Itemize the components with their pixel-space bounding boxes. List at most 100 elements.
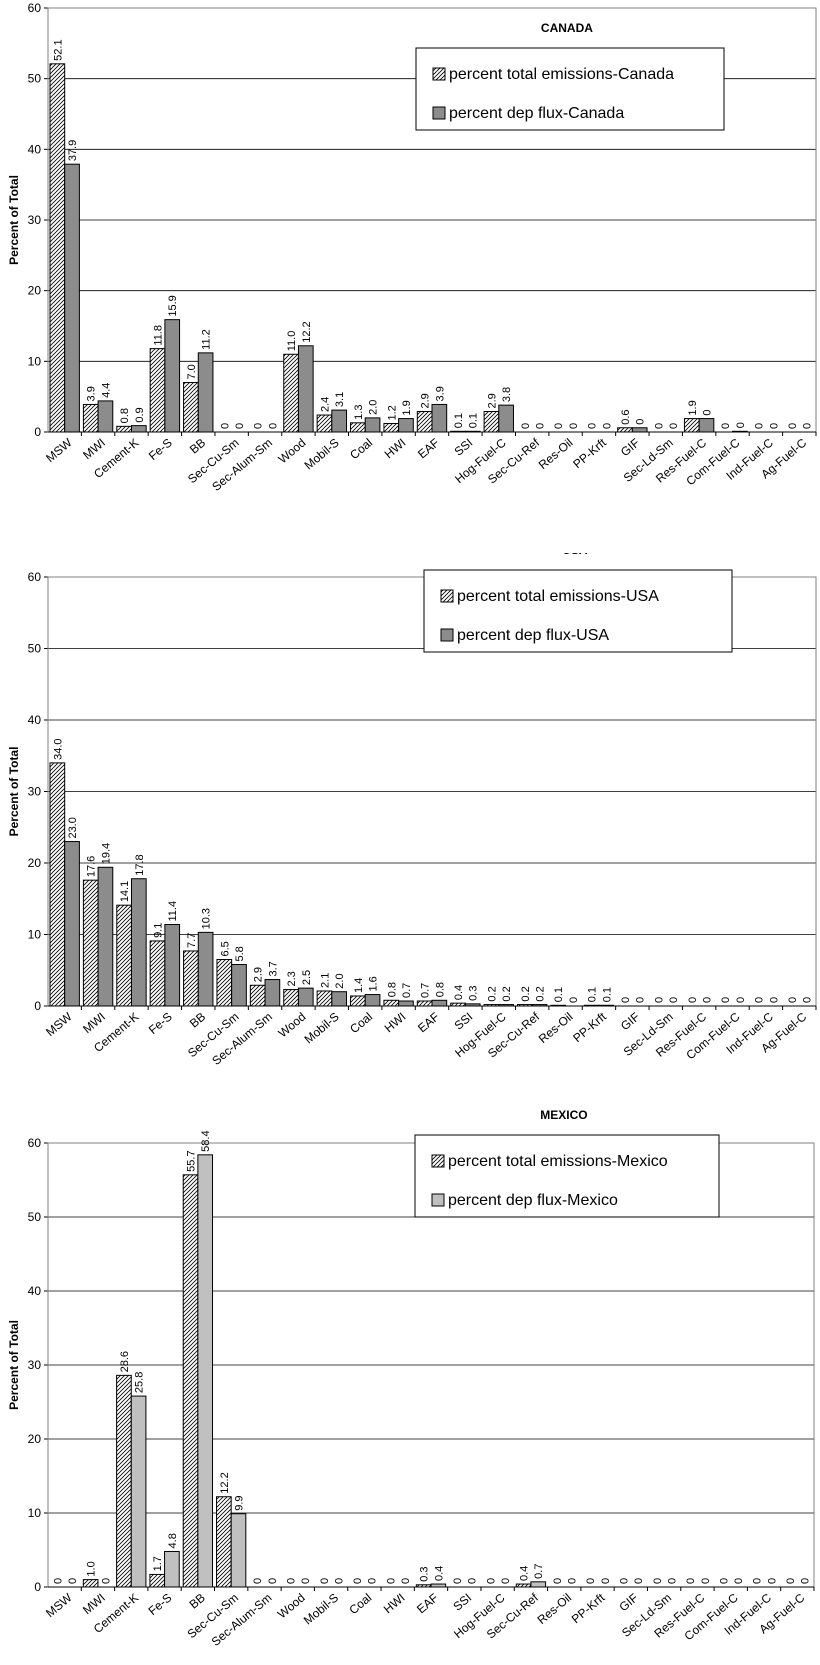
- x-tick-label: GIF: [618, 436, 642, 460]
- bar: [130, 425, 147, 433]
- bar: [617, 427, 633, 433]
- data-label: 0: [635, 419, 647, 425]
- legend-label: percent dep flux-USA: [457, 627, 609, 644]
- legend-swatch: [432, 67, 446, 81]
- data-label: 2.4: [319, 397, 331, 412]
- bar: [230, 1513, 247, 1588]
- x-tick-label: HWI: [382, 1010, 409, 1036]
- x-tick-label: Fe-S: [146, 1010, 175, 1037]
- y-tick-label: 30: [28, 213, 42, 227]
- legend-swatch: [432, 106, 446, 120]
- x-tick-label: MSW: [43, 1590, 75, 1620]
- bar: [183, 382, 199, 433]
- data-label: 1.9: [687, 400, 699, 415]
- data-label: 0: [234, 423, 246, 429]
- data-label: 0.1: [553, 987, 565, 1002]
- x-tick-label: Res-Oil: [536, 1010, 576, 1046]
- data-label: 0: [553, 423, 565, 429]
- bar: [130, 878, 147, 1007]
- bar: [316, 414, 333, 433]
- y-tick-label: 30: [28, 785, 42, 799]
- bar: [82, 1579, 99, 1588]
- data-label: 1.9: [401, 400, 413, 415]
- bar: [416, 1000, 433, 1007]
- data-label: 0: [285, 1578, 297, 1584]
- data-label: 2.9: [420, 393, 432, 408]
- data-label: 0: [585, 1578, 597, 1584]
- bar: [183, 950, 199, 1007]
- data-label: 0.2: [486, 986, 498, 1001]
- x-tick-label: MWI: [80, 1591, 108, 1618]
- data-label: 0.4: [519, 1566, 531, 1581]
- data-label: 0: [687, 997, 699, 1003]
- data-label: 0: [768, 423, 780, 429]
- x-tick-label: Mobil-S: [302, 1010, 342, 1047]
- x-tick-label: BB: [187, 1010, 208, 1031]
- y-tick-label: 40: [28, 142, 42, 156]
- bar: [364, 994, 381, 1007]
- data-label: 0: [733, 1578, 745, 1584]
- data-label: 0.8: [119, 408, 131, 423]
- x-tick-label: SSI: [450, 1591, 474, 1614]
- chart-usa: 0 10 20 30 40 50 60 Percent of Total USA 34.0 23.0…: [7, 553, 817, 1068]
- x-tick-label: Mobil-S: [302, 436, 342, 473]
- bar: [283, 353, 299, 433]
- x-tick-label: BB: [187, 436, 208, 457]
- bar: [82, 879, 99, 1007]
- bar: [149, 348, 166, 433]
- data-label: 0: [766, 1578, 778, 1584]
- data-label: 0: [754, 423, 766, 429]
- legend-label: percent total emissions-Canada: [449, 66, 674, 83]
- data-label: 0: [352, 1578, 364, 1584]
- x-tick-label: Res-Oil: [534, 1591, 574, 1627]
- data-label: 0.2: [535, 986, 547, 1001]
- bar: [49, 762, 66, 1007]
- chart-title: MEXICO: [540, 1108, 587, 1122]
- legend: percent total emissions-Canada percent de…: [415, 47, 725, 131]
- data-label: 0: [452, 1578, 464, 1584]
- data-label: 0: [618, 1578, 630, 1584]
- legend-swatch: [431, 1154, 445, 1168]
- x-tick-label: PP-Krft: [569, 1590, 608, 1626]
- data-label: 0.3: [419, 1566, 431, 1581]
- bar: [398, 418, 414, 433]
- data-label: 0: [701, 997, 713, 1003]
- bar: [149, 1573, 166, 1588]
- x-tick-label: Fe-S: [146, 1591, 175, 1618]
- y-tick-label: 60: [28, 1, 42, 15]
- data-label: 19.4: [100, 843, 112, 864]
- bar: [431, 999, 448, 1007]
- y-tick-label: 60: [28, 1136, 42, 1150]
- data-label: 2.5: [301, 970, 313, 985]
- data-label: 23.0: [67, 817, 79, 838]
- y-axis-label: Percent of Total: [7, 175, 21, 265]
- data-label: 0: [653, 423, 665, 429]
- data-label: 0: [400, 1578, 412, 1584]
- x-tick-label: Fe-S: [146, 436, 175, 463]
- data-label: 0: [587, 423, 599, 429]
- data-label: 0.4: [433, 1566, 445, 1581]
- data-label: 0: [668, 423, 680, 429]
- x-tick-label: GIF: [618, 1010, 642, 1034]
- data-label: 0.7: [533, 1564, 545, 1579]
- data-label: 0: [653, 997, 665, 1003]
- bar: [130, 1395, 147, 1588]
- bar: [216, 1496, 232, 1588]
- y-tick-label: 0: [34, 425, 41, 439]
- x-tick-label: Coal: [346, 1591, 374, 1618]
- data-label: 0: [685, 1578, 697, 1584]
- data-label: 11.8: [153, 325, 165, 346]
- bar: [316, 990, 333, 1007]
- bar: [216, 959, 233, 1007]
- data-label: 0: [333, 1578, 345, 1584]
- y-tick-label: 60: [28, 570, 42, 584]
- data-label: 9.1: [153, 923, 165, 938]
- data-label: 0: [300, 1578, 312, 1584]
- data-label: 12.2: [301, 321, 313, 342]
- data-label: 52.1: [52, 39, 64, 60]
- bar: [82, 403, 99, 433]
- data-label: 10.3: [201, 908, 213, 929]
- data-label: 0.1: [601, 987, 613, 1002]
